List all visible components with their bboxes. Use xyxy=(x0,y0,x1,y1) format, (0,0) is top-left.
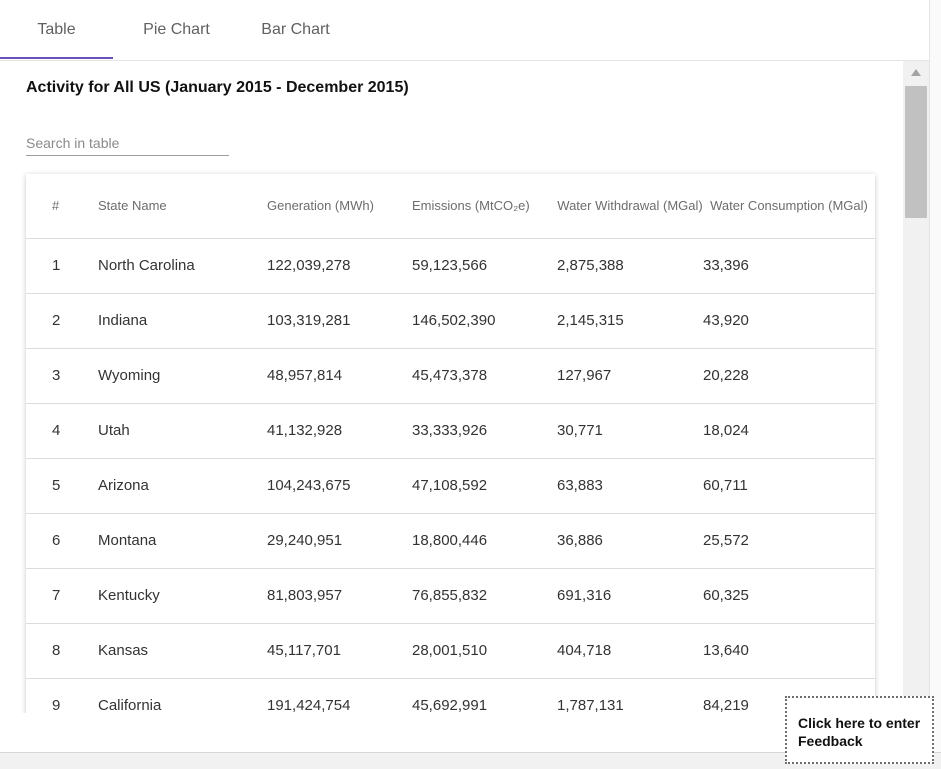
feedback-button[interactable]: Click here to enter Feedback xyxy=(785,696,934,764)
table-row[interactable]: 8 Kansas 45,117,701 28,001,510 404,718 13,640 xyxy=(26,623,875,679)
cell-generation: 81,803,957 xyxy=(267,568,412,624)
cell-water-consumption: 25,572 xyxy=(703,513,875,569)
page-title: Activity for All US (January 2015 - Dece… xyxy=(26,79,409,96)
cell-generation: 191,424,754 xyxy=(267,678,412,713)
column-header-water-withdrawal[interactable]: Water Withdrawal (MGal) xyxy=(557,174,703,239)
column-header-emissions[interactable]: Emissions (MtCO₂e) xyxy=(412,174,557,239)
cell-water-consumption: 33,396 xyxy=(703,238,875,294)
cell-water-withdrawal: 1,787,131 xyxy=(557,678,703,713)
cell-state-name: Kentucky xyxy=(98,568,267,624)
vertical-scrollbar[interactable] xyxy=(903,61,929,713)
column-header-index[interactable]: # xyxy=(26,174,98,239)
cell-emissions: 76,855,832 xyxy=(412,568,557,624)
column-header-generation[interactable]: Generation (MWh) xyxy=(267,174,412,239)
cell-generation: 104,243,675 xyxy=(267,458,412,514)
table-row[interactable]: 2 Indiana 103,319,281 146,502,390 2,145,315 4… xyxy=(26,293,875,349)
cell-water-withdrawal: 2,875,388 xyxy=(557,238,703,294)
cell-generation: 45,117,701 xyxy=(267,623,412,679)
cell-emissions: 59,123,566 xyxy=(412,238,557,294)
table-row[interactable]: 3 Wyoming 48,957,814 45,473,378 127,967 20,22… xyxy=(26,348,875,404)
cell-state-name: Arizona xyxy=(98,458,267,514)
cell-water-consumption: 60,711 xyxy=(703,458,875,514)
table-row[interactable]: 1 North Carolina 122,039,278 59,123,566 2,87… xyxy=(26,238,875,294)
cell-index: 5 xyxy=(26,458,98,514)
cell-state-name: Montana xyxy=(98,513,267,569)
table-header-row: # State Name Generation (MWh) Emissions … xyxy=(26,174,875,239)
cell-index: 6 xyxy=(26,513,98,569)
cell-state-name: North Carolina xyxy=(98,238,267,294)
cell-index: 4 xyxy=(26,403,98,459)
search-input[interactable] xyxy=(26,131,229,156)
scroll-thumb[interactable] xyxy=(905,86,927,218)
cell-generation: 48,957,814 xyxy=(267,348,412,404)
table-row[interactable]: 6 Montana 29,240,951 18,800,446 36,886 25,572 xyxy=(26,513,875,569)
cell-water-withdrawal: 2,145,315 xyxy=(557,293,703,349)
cell-state-name: Wyoming xyxy=(98,348,267,404)
cell-water-withdrawal: 63,883 xyxy=(557,458,703,514)
cell-index: 9 xyxy=(26,678,98,713)
cell-emissions: 45,692,991 xyxy=(412,678,557,713)
cell-index: 3 xyxy=(26,348,98,404)
scroll-up-arrow-icon[interactable] xyxy=(911,69,921,76)
cell-state-name: Utah xyxy=(98,403,267,459)
cell-water-consumption: 20,228 xyxy=(703,348,875,404)
cell-emissions: 28,001,510 xyxy=(412,623,557,679)
column-header-state-name[interactable]: State Name xyxy=(98,174,267,239)
table-row[interactable]: 4 Utah 41,132,928 33,333,926 30,771 18,024 xyxy=(26,403,875,459)
cell-generation: 122,039,278 xyxy=(267,238,412,294)
table-body: 1 North Carolina 122,039,278 59,123,566 2,87… xyxy=(26,238,875,713)
tab-pie-chart[interactable]: Pie Chart xyxy=(143,21,210,38)
cell-index: 8 xyxy=(26,623,98,679)
cell-water-consumption: 18,024 xyxy=(703,403,875,459)
active-tab-indicator xyxy=(0,57,113,59)
cell-water-withdrawal: 30,771 xyxy=(557,403,703,459)
table-row[interactable]: 9 California 191,424,754 45,692,991 1,787,13… xyxy=(26,678,875,713)
cell-generation: 103,319,281 xyxy=(267,293,412,349)
cell-water-withdrawal: 36,886 xyxy=(557,513,703,569)
cell-emissions: 45,473,378 xyxy=(412,348,557,404)
cell-emissions: 18,800,446 xyxy=(412,513,557,569)
cell-water-withdrawal: 691,316 xyxy=(557,568,703,624)
cell-index: 2 xyxy=(26,293,98,349)
window-edge xyxy=(929,0,941,753)
cell-water-consumption: 43,920 xyxy=(703,293,875,349)
column-header-water-consumption[interactable]: Water Consumption (MGal) xyxy=(703,174,875,239)
cell-state-name: California xyxy=(98,678,267,713)
cell-water-withdrawal: 404,718 xyxy=(557,623,703,679)
cell-water-consumption: 60,325 xyxy=(703,568,875,624)
data-table-card: # State Name Generation (MWh) Emissions … xyxy=(26,174,875,713)
cell-emissions: 47,108,592 xyxy=(412,458,557,514)
cell-emissions: 33,333,926 xyxy=(412,403,557,459)
cell-state-name: Kansas xyxy=(98,623,267,679)
cell-index: 7 xyxy=(26,568,98,624)
cell-water-withdrawal: 127,967 xyxy=(557,348,703,404)
main-content: Activity for All US (January 2015 - Dece… xyxy=(0,61,903,713)
tab-bar: Table Pie Chart Bar Chart xyxy=(0,0,929,61)
cell-emissions: 146,502,390 xyxy=(412,293,557,349)
cell-generation: 41,132,928 xyxy=(267,403,412,459)
table-row[interactable]: 5 Arizona 104,243,675 47,108,592 63,883 60,71… xyxy=(26,458,875,514)
cell-generation: 29,240,951 xyxy=(267,513,412,569)
cell-state-name: Indiana xyxy=(98,293,267,349)
cell-water-consumption: 13,640 xyxy=(703,623,875,679)
table-row[interactable]: 7 Kentucky 81,803,957 76,855,832 691,316 60,3… xyxy=(26,568,875,624)
tab-bar-chart[interactable]: Bar Chart xyxy=(261,21,330,38)
bottom-bar xyxy=(0,752,941,769)
tab-table[interactable]: Table xyxy=(37,21,76,38)
data-table: # State Name Generation (MWh) Emissions … xyxy=(26,174,875,713)
cell-index: 1 xyxy=(26,238,98,294)
